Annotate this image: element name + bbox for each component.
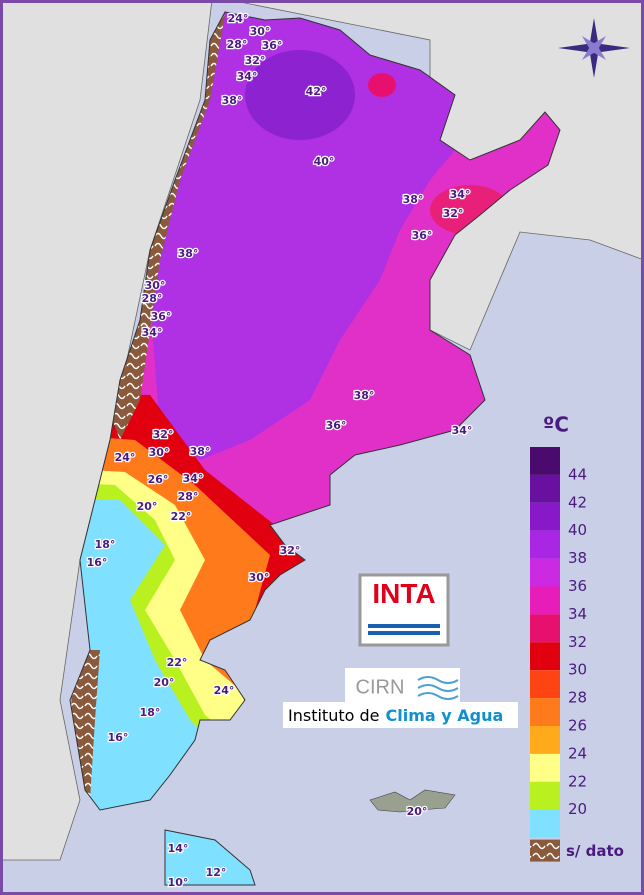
legend-swatch	[530, 447, 560, 475]
isotherm-label: 16°	[87, 556, 108, 569]
isotherm-label: 38°	[222, 94, 243, 107]
isotherm-label: 24°	[115, 451, 136, 464]
inta-text: INTA	[372, 578, 435, 609]
compass-rose	[558, 18, 630, 78]
legend-label: 44	[568, 465, 587, 483]
legend-swatch-no-data	[530, 839, 560, 862]
isotherm-label: 34°	[142, 326, 163, 339]
isotherm-label: 30°	[145, 279, 166, 292]
isotherm-label: 24°	[214, 684, 235, 697]
isotherm-label: 34°	[183, 472, 204, 485]
isotherm-label: 30°	[250, 25, 271, 38]
legend-swatch	[530, 642, 560, 671]
isotherm-label: 28°	[227, 38, 248, 51]
legend-swatch	[530, 809, 560, 838]
legend-label: 36	[568, 577, 587, 595]
isotherm-label: 30°	[249, 571, 270, 584]
cirn-text: CIRN	[356, 676, 405, 698]
isotherm-label: 40°	[314, 155, 335, 168]
legend-label: 40	[568, 521, 587, 539]
isotherm-label: 42°	[306, 85, 327, 98]
isotherm-label: 36°	[151, 310, 172, 323]
isotherm-label: 22°	[167, 656, 188, 669]
isotherm-label: 20°	[154, 676, 175, 689]
legend-swatch	[530, 586, 560, 615]
isotherm-label: 38°	[178, 247, 199, 260]
isotherm-label: 36°	[326, 419, 347, 432]
legend-swatch	[530, 474, 560, 503]
isotherm-label: 32°	[443, 207, 464, 220]
isotherm-label: 10°	[168, 876, 189, 889]
isotherm-label: 38°	[354, 389, 375, 402]
legend-unit: ºC	[543, 413, 569, 437]
legend-swatch	[530, 726, 560, 754]
legend-label: 32	[568, 633, 587, 651]
legend-label: 28	[568, 689, 587, 707]
isotherm-label: 20°	[137, 500, 158, 513]
isotherm-label: 12°	[206, 866, 227, 879]
map-labels: 24°30°28° 36°32°34°38°42°40°38° 34°32°36°3…	[85, 11, 473, 891]
isotherm-label: 18°	[140, 706, 161, 719]
legend-swatch	[530, 558, 560, 587]
legend: ºC 44 42 40 38 36 34 32 30 28 26 24 22 20 s/ dato	[530, 413, 624, 862]
inta-logo: INTA CIRN Instituto de Clima y Agua	[283, 573, 518, 728]
institute-highlight: Clima y Agua	[385, 706, 503, 725]
isotherm-label: 30°	[149, 446, 170, 459]
legend-label: 30	[568, 661, 587, 679]
legend-label: 26	[568, 717, 587, 735]
isotherm-label: 34°	[452, 424, 473, 437]
legend-swatch	[530, 614, 560, 643]
legend-label: 34	[568, 605, 587, 623]
isotherm-label: 28°	[178, 490, 199, 503]
legend-label: 20	[568, 800, 587, 818]
legend-no-data: s/ dato	[566, 842, 624, 860]
isotherm-label: 34°	[237, 70, 258, 83]
legend-swatch	[530, 753, 560, 782]
isotherm-label: 22°	[171, 510, 192, 523]
isotherm-label: 34°	[450, 188, 471, 201]
isotherm-label: 14°	[168, 842, 189, 855]
isotherm-label: 36°	[412, 229, 433, 242]
isotherm-label: 24°	[228, 12, 249, 25]
legend-label: 22	[568, 772, 587, 790]
isotherm-label: 28°	[142, 292, 163, 305]
isotherm-label: 32°	[153, 428, 174, 441]
isotherm-label: 38°	[190, 445, 211, 458]
legend-label: 42	[568, 493, 587, 511]
isotherm-label: 32°	[245, 54, 266, 67]
isotherm-label: 38°	[403, 193, 424, 206]
islands	[369, 789, 456, 813]
isotherm-label: 26°	[148, 473, 169, 486]
legend-swatch	[530, 781, 560, 810]
legend-label: 38	[568, 549, 587, 567]
legend-swatch	[530, 698, 560, 726]
isotherm-label: 36°	[262, 39, 283, 52]
isotherm-label: 32°	[280, 544, 301, 557]
legend-swatch	[530, 530, 560, 559]
institute-text: Instituto de	[288, 706, 379, 725]
isotherm-label: 16°	[108, 731, 129, 744]
legend-swatch	[530, 502, 560, 531]
isotherm-label: 20°	[407, 805, 428, 818]
isotherm-label: 18°	[95, 538, 116, 551]
institute-name: Instituto de Clima y Agua	[288, 706, 503, 725]
legend-label: 24	[568, 744, 587, 762]
legend-swatch	[530, 670, 560, 699]
